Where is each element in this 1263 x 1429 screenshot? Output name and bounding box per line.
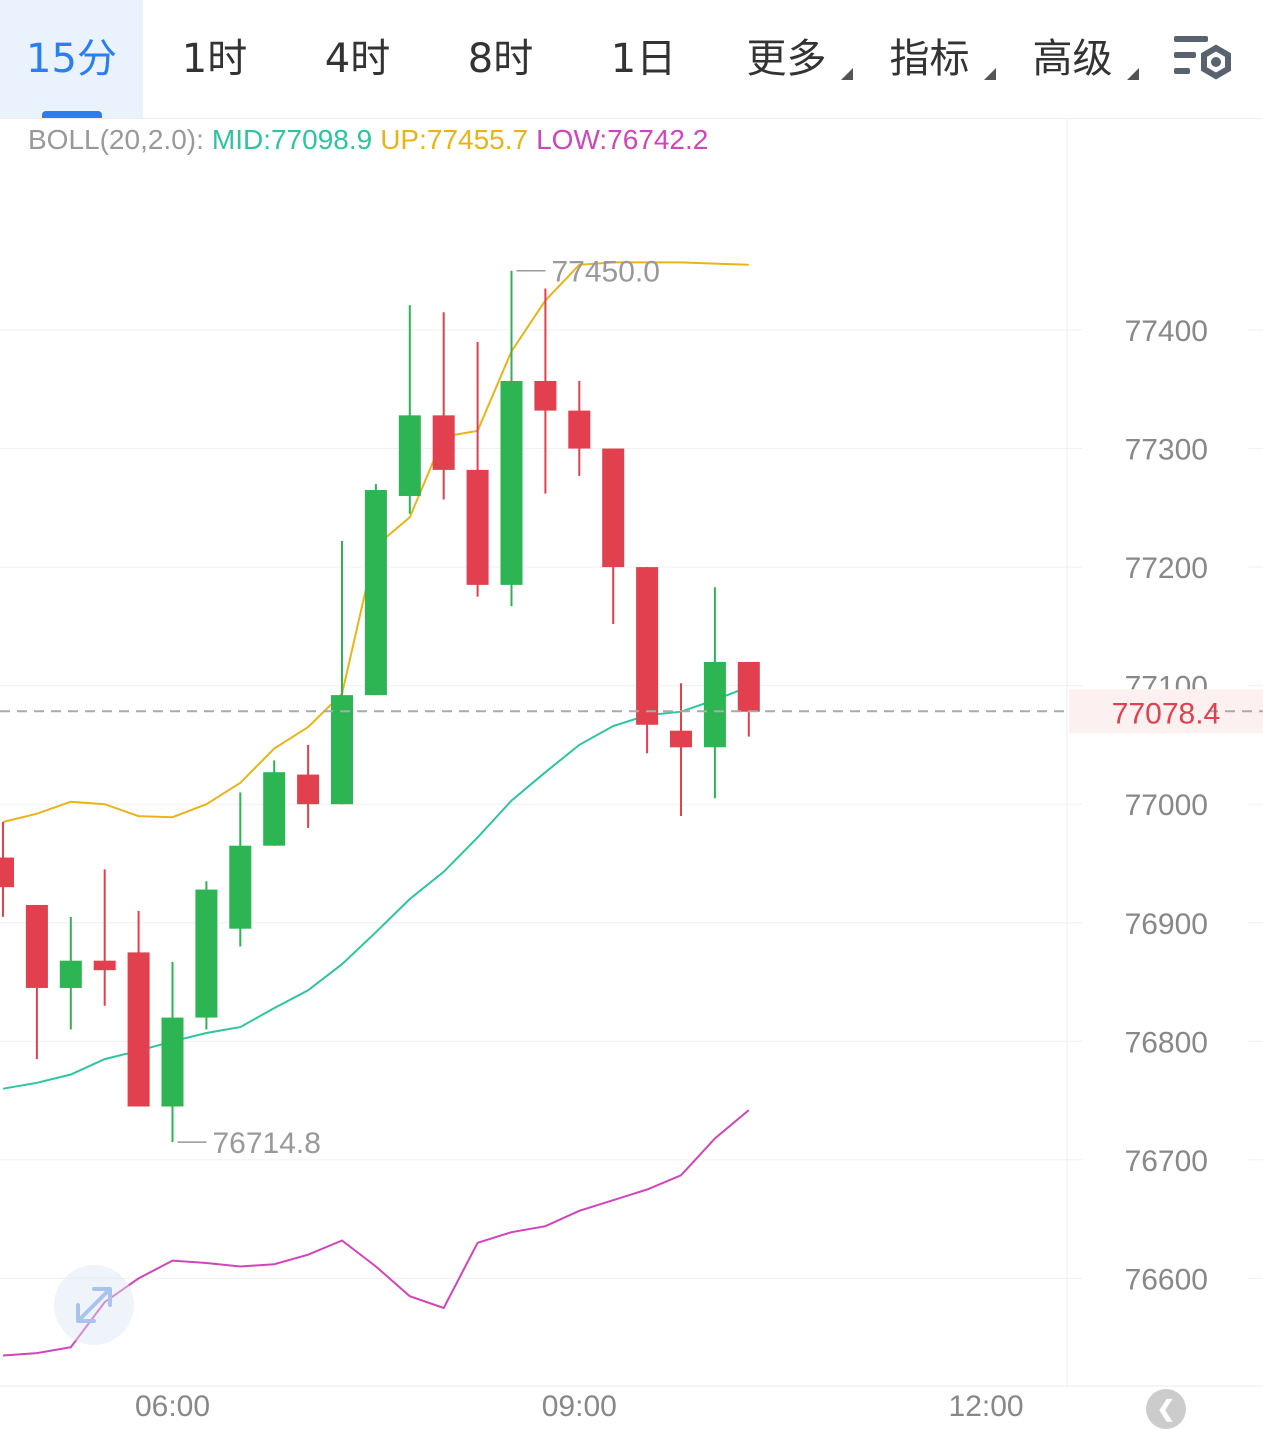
candle-up: [263, 772, 286, 846]
dropdown-caret-icon: [841, 68, 853, 80]
candle-down: [737, 661, 760, 712]
legend-prefix: BOLL(20,2.0):: [28, 124, 204, 155]
candle-up: [364, 490, 387, 696]
boll-legend: BOLL(20,2.0): MID:77098.9 UP:77455.7 LOW:76…: [28, 120, 716, 160]
k-chevron-icon: ❮: [1156, 1396, 1176, 1421]
chart-settings-icon[interactable]: [1172, 32, 1236, 88]
tab-2[interactable]: 4时: [286, 0, 429, 118]
tab-4[interactable]: 1日: [572, 0, 715, 118]
tab-label: 高级: [1032, 36, 1113, 82]
tab-6[interactable]: 指标: [858, 0, 1001, 118]
candle-down: [25, 904, 48, 988]
candle-down: [568, 410, 591, 449]
tab-3[interactable]: 8时: [429, 0, 572, 118]
y-tick-label: 77000: [1125, 789, 1208, 822]
dropdown-caret-icon: [1127, 68, 1139, 80]
expand-icon: [76, 1287, 112, 1323]
candlestick-chart[interactable]: 7660076700768007690077000771007720077300…: [0, 118, 1263, 1429]
tab-label: 1时: [181, 36, 248, 82]
legend-up: UP:77455.7: [380, 124, 529, 155]
collapse-k-button[interactable]: ❮: [1146, 1389, 1186, 1429]
y-tick-label: 77400: [1125, 315, 1208, 348]
y-tick-label: 76600: [1125, 1263, 1208, 1296]
tab-label: 8时: [467, 36, 534, 82]
dropdown-caret-icon: [984, 68, 996, 80]
candle-up: [195, 889, 218, 1018]
tab-label: 4时: [324, 36, 391, 82]
tab-label: 1日: [610, 36, 677, 82]
boll-lower-line: [2, 1109, 750, 1357]
y-tick-label: 77200: [1125, 552, 1208, 585]
boll-mid-line: [2, 685, 750, 1090]
y-tick-label: 77300: [1125, 434, 1208, 467]
x-tick-label: 09:00: [542, 1390, 617, 1423]
candle-down: [297, 774, 320, 805]
candle-down: [432, 415, 455, 470]
current-price-label: 77078.4: [1112, 697, 1220, 730]
candle-down: [0, 857, 14, 888]
candle-up: [703, 661, 726, 748]
candle-up: [229, 845, 252, 929]
legend-low: LOW:76742.2: [536, 124, 709, 155]
x-tick-label: 06:00: [135, 1390, 210, 1423]
low-marker-label: 76714.8: [213, 1127, 321, 1160]
tab-1[interactable]: 1时: [143, 0, 286, 118]
candle-down: [93, 960, 116, 971]
active-tab-indicator: [42, 111, 102, 118]
tab-5[interactable]: 更多: [715, 0, 858, 118]
expand-button[interactable]: [54, 1265, 134, 1345]
candle-down: [670, 730, 692, 748]
candle-up: [59, 960, 82, 988]
candle-up: [398, 415, 421, 496]
tab-0[interactable]: 15分: [0, 0, 143, 118]
tab-divider: [0, 118, 1263, 119]
tab-label: 指标: [889, 36, 970, 82]
candle-down: [534, 380, 557, 411]
x-tick-label: 12:00: [949, 1390, 1024, 1423]
candle-down: [602, 448, 625, 568]
candle-down: [127, 952, 150, 1107]
tab-7[interactable]: 高级: [1001, 0, 1144, 118]
high-marker-label: 77450.0: [552, 256, 660, 289]
candle-down: [636, 567, 659, 725]
candle-up: [500, 380, 523, 585]
y-tick-label: 76700: [1125, 1145, 1208, 1178]
y-tick-label: 76800: [1125, 1026, 1208, 1059]
candle-up: [161, 1017, 184, 1107]
timeframe-tab-bar: 15分 1时 4时 8时 1日 更多 指标 高级: [0, 0, 1263, 118]
y-tick-label: 76900: [1125, 908, 1208, 941]
tab-label: 15分: [26, 36, 117, 82]
tab-label: 更多: [746, 36, 827, 82]
candle-up: [331, 695, 353, 805]
candle-down: [466, 469, 489, 585]
legend-mid: MID:77098.9: [211, 124, 373, 155]
